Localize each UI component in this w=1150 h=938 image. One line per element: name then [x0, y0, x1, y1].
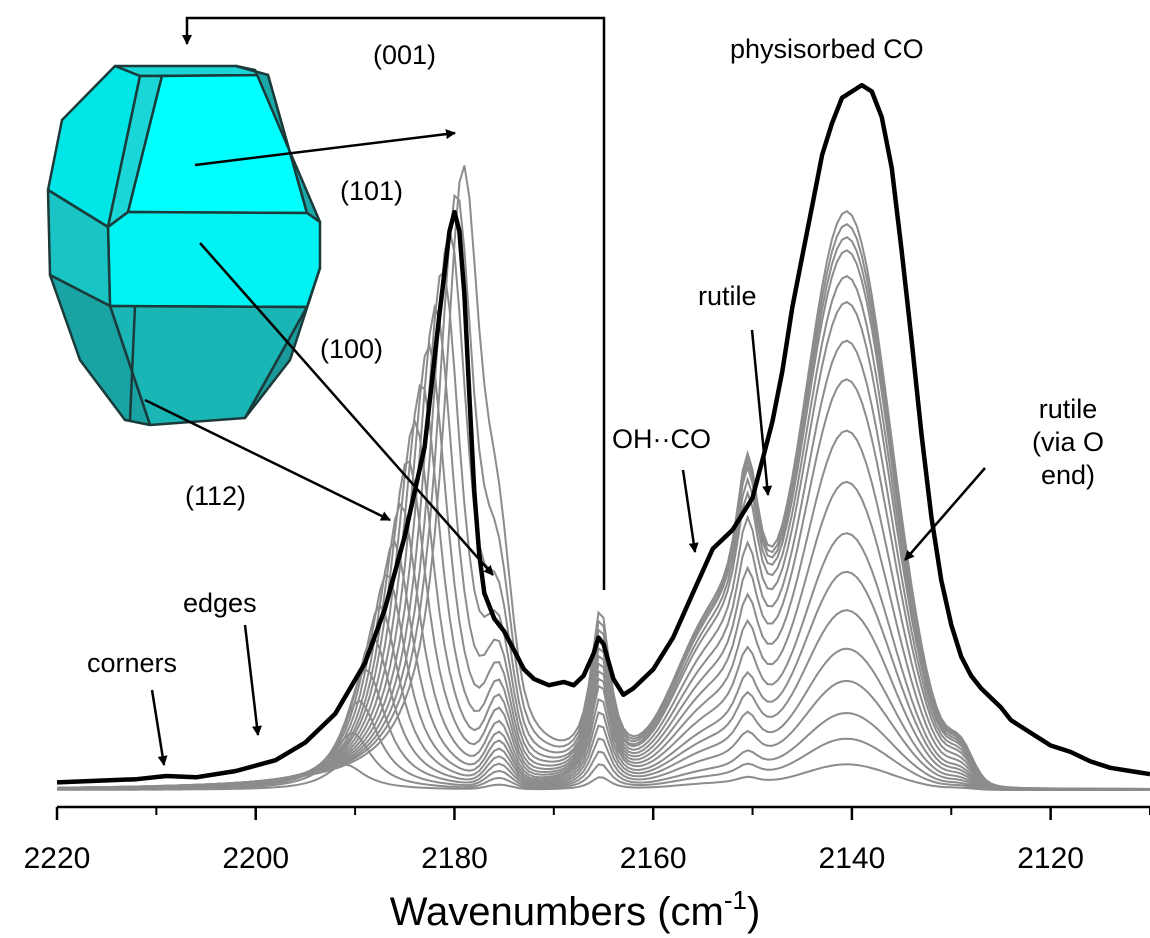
x-axis-title: Wavenumbers (cm-1)	[390, 885, 761, 934]
label-corners: corners	[87, 648, 177, 678]
arrow-corners	[150, 689, 168, 766]
label-100: (100)	[320, 334, 383, 364]
label-physisorbed: physisorbed CO	[730, 34, 924, 64]
x-axis-title-sup: -1	[724, 885, 747, 915]
arrow-rutile-o	[904, 467, 986, 561]
label-rutile-o-3: end)	[1041, 460, 1095, 490]
arrow-ohco	[681, 469, 699, 553]
x-tick-label: 2140	[819, 842, 886, 875]
crystal-lower-left-facet	[48, 273, 152, 427]
arrow-2165-to-crystal	[182, 16, 606, 590]
x-tick-label: 2180	[421, 842, 488, 875]
x-tick-label: 2120	[1017, 842, 1084, 875]
x-tick-label: 2220	[24, 842, 91, 875]
arrow-edges	[243, 624, 262, 736]
crystal-lower-right-facet	[243, 266, 322, 420]
gray-spectrum-line	[57, 763, 1150, 791]
crystal-illustration	[46, 64, 322, 427]
gray-spectrum-line	[56, 165, 1150, 790]
x-tick-label: 2160	[620, 842, 687, 875]
arrow-rutile	[750, 329, 773, 496]
x-axis-title-close: )	[747, 890, 760, 934]
label-rutile: rutile	[698, 281, 757, 311]
x-tick-label: 2200	[222, 842, 289, 875]
arrow-101	[199, 242, 494, 576]
crystal-edge-line	[128, 305, 137, 421]
label-112: (112)	[185, 481, 246, 511]
label-rutile-o-2: (via O	[1032, 427, 1104, 457]
label-rutile-o-1: rutile	[1039, 394, 1098, 424]
label-001: (001)	[373, 40, 436, 70]
x-axis-ticks: 2220 2200 2180 2160 2140 2120	[24, 807, 1150, 875]
crystal-upper-right-facet	[234, 64, 322, 224]
label-edges: edges	[183, 588, 257, 618]
label-ohco: OH··CO	[612, 424, 711, 454]
label-101: (101)	[340, 176, 403, 206]
annotation-arrows	[144, 16, 986, 766]
arrow-112	[144, 398, 391, 522]
arrow-001	[194, 129, 456, 167]
physisorbed-co-spectrum	[56, 82, 1150, 785]
